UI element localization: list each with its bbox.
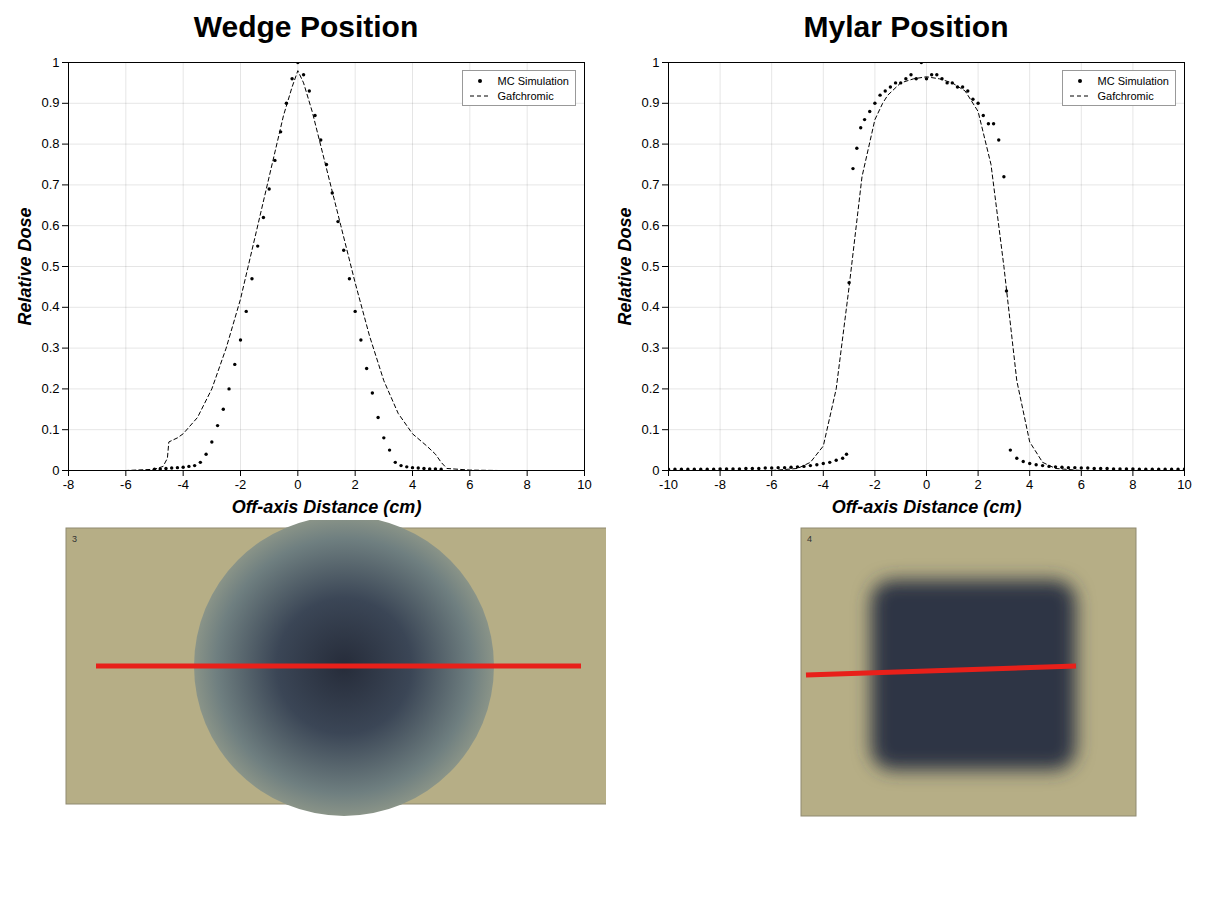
svg-text:0.6: 0.6 — [641, 218, 659, 233]
html-text:Mylar Position: Mylar Position — [803, 10, 1009, 43]
svg-text:0.4: 0.4 — [641, 299, 659, 314]
html-text:MC Simulation: MC Simulation — [497, 74, 569, 87]
svg-text:0.8: 0.8 — [641, 136, 659, 151]
svg-text:2: 2 — [352, 477, 359, 492]
svg-text:0.7: 0.7 — [641, 177, 659, 192]
svg-text:Off-axis Distance (cm): Off-axis Distance (cm) — [232, 497, 422, 517]
svg-text:-10: -10 — [659, 477, 678, 492]
svg-text:Off-axis Distance (cm): Off-axis Distance (cm) — [832, 497, 1022, 517]
svg-text:0.2: 0.2 — [641, 381, 659, 396]
html-text:Wedge Position: Wedge Position — [193, 10, 419, 43]
html-text:Gafchromic: Gafchromic — [1097, 89, 1154, 102]
svg-text:4: 4 — [807, 534, 812, 544]
svg-text:4: 4 — [409, 477, 416, 492]
svg-text:0.8: 0.8 — [41, 136, 59, 151]
html-text:Gafchromic: Gafchromic — [497, 89, 554, 102]
svg-text:Relative Dose: Relative Dose — [15, 207, 35, 325]
svg-text:3: 3 — [72, 534, 77, 544]
svg-text:0.3: 0.3 — [41, 340, 59, 355]
svg-text:0.6: 0.6 — [41, 218, 59, 233]
svg-text:8: 8 — [524, 477, 531, 492]
svg-text:0.3: 0.3 — [641, 340, 659, 355]
svg-text:1: 1 — [652, 55, 659, 70]
svg-text:-8: -8 — [714, 477, 726, 492]
svg-text:0.7: 0.7 — [41, 177, 59, 192]
svg-text:-6: -6 — [766, 477, 778, 492]
svg-text:Relative Dose: Relative Dose — [615, 207, 635, 325]
svg-text:-6: -6 — [120, 477, 132, 492]
svg-text:0: 0 — [652, 463, 659, 478]
svg-text:8: 8 — [1129, 477, 1136, 492]
svg-text:0.4: 0.4 — [41, 299, 59, 314]
svg-text:-2: -2 — [869, 477, 881, 492]
svg-text:0.1: 0.1 — [641, 422, 659, 437]
svg-text:-4: -4 — [818, 477, 830, 492]
svg-text:4: 4 — [1026, 477, 1033, 492]
svg-text:6: 6 — [1078, 477, 1085, 492]
svg-text:0.1: 0.1 — [41, 422, 59, 437]
svg-text:-2: -2 — [235, 477, 247, 492]
svg-text:-4: -4 — [177, 477, 189, 492]
svg-text:0: 0 — [294, 477, 301, 492]
svg-text:0.9: 0.9 — [41, 95, 59, 110]
svg-text:-8: -8 — [63, 477, 75, 492]
html-text:MC Simulation: MC Simulation — [1097, 74, 1169, 87]
svg-text:10: 10 — [1177, 477, 1191, 492]
svg-text:0.5: 0.5 — [641, 259, 659, 274]
svg-text:0: 0 — [923, 477, 930, 492]
svg-text:1: 1 — [52, 55, 59, 70]
svg-text:0.9: 0.9 — [641, 95, 659, 110]
svg-text:0: 0 — [52, 463, 59, 478]
svg-text:0.2: 0.2 — [41, 381, 59, 396]
svg-text:6: 6 — [466, 477, 473, 492]
svg-text:10: 10 — [577, 477, 591, 492]
svg-text:0.5: 0.5 — [41, 259, 59, 274]
svg-text:2: 2 — [974, 477, 981, 492]
